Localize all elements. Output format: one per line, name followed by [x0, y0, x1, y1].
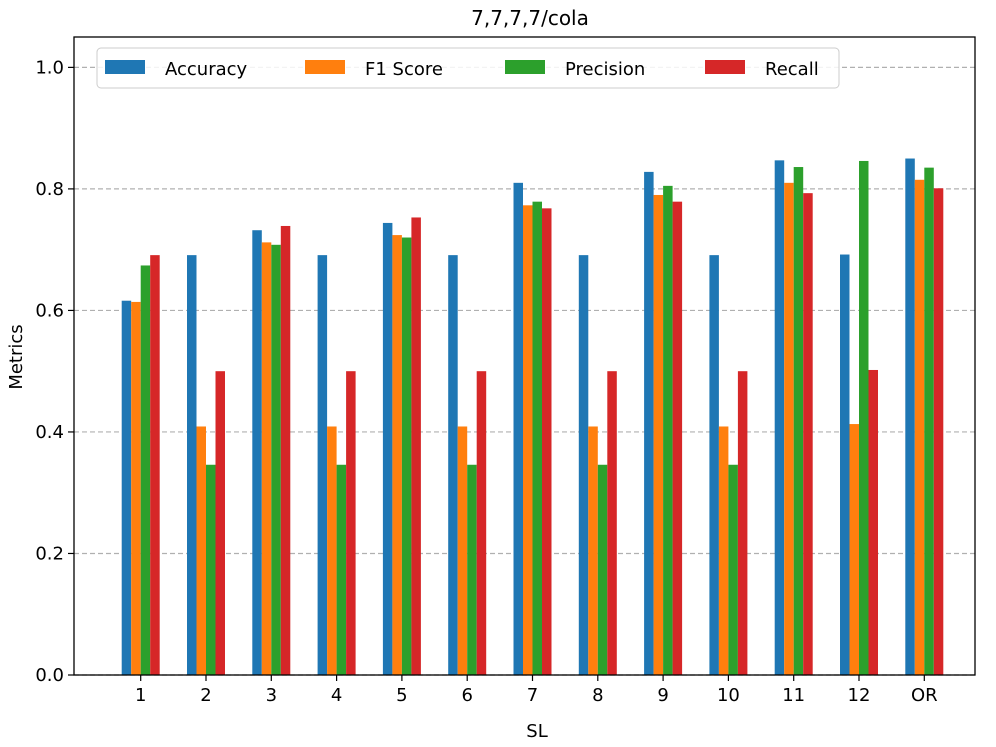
legend-swatch	[305, 60, 345, 74]
bar-accuracy-6	[448, 255, 458, 675]
bar-f1-score-10	[718, 426, 729, 675]
bar-f1-score-1	[131, 301, 141, 675]
bar-recall-2	[215, 371, 225, 675]
bar-f1-score-2	[196, 426, 206, 675]
bar-recall-7	[542, 208, 552, 675]
bar-f1-score-7	[523, 205, 533, 675]
y-tick-label: 0.0	[35, 665, 64, 686]
bar-recall-10	[737, 371, 748, 675]
bar-precision-4	[336, 464, 347, 675]
axes	[73, 36, 976, 676]
x-tick-label: 5	[396, 685, 407, 706]
bar-f1-score-6	[457, 426, 468, 675]
bar-recall-11	[803, 193, 813, 676]
legend-label: Accuracy	[165, 59, 248, 80]
legend-label: Recall	[765, 59, 819, 80]
x-tick-label: 9	[657, 685, 668, 706]
bar-recall-5	[411, 217, 421, 675]
bar-precision-5	[401, 237, 412, 675]
bar-precision-11	[793, 167, 804, 676]
bar-f1-score-8	[588, 426, 598, 675]
x-tick-label: 3	[266, 685, 277, 706]
y-tick-label: 0.2	[35, 543, 64, 564]
bar-recall-8	[607, 371, 617, 675]
x-tick-label: 7	[527, 685, 538, 706]
bar-precision-2	[206, 464, 216, 675]
y-ticks: 0.0 0.2 0.4 0.6 0.8 1.0	[35, 57, 74, 686]
bar-accuracy-7	[513, 182, 523, 676]
y-axis-label: Metrics	[6, 324, 27, 389]
x-tick-label: 6	[461, 685, 472, 706]
bars	[121, 158, 944, 676]
bar-f1-score-9	[653, 194, 664, 675]
y-tick-label: 0.4	[35, 422, 64, 443]
bar-precision-8	[597, 464, 608, 675]
legend-label: F1 Score	[365, 59, 443, 80]
bar-precision-9	[663, 185, 673, 675]
bar-f1-score-4	[327, 426, 337, 675]
bar-precision-12	[859, 160, 869, 675]
x-tick-label: OR	[911, 685, 938, 706]
bar-recall-12	[868, 369, 878, 675]
y-tick-label: 0.6	[35, 300, 64, 321]
bar-recall-4	[346, 371, 356, 675]
bar-precision-or	[924, 167, 934, 675]
bar-accuracy-10	[709, 255, 719, 675]
bar-recall-9	[672, 201, 683, 675]
x-tick-label: 12	[848, 685, 871, 706]
bar-recall-1	[150, 255, 160, 675]
bar-accuracy-4	[317, 255, 328, 675]
x-tick-label: 10	[717, 685, 740, 706]
bar-precision-3	[271, 244, 281, 675]
bar-f1-score-3	[261, 242, 272, 675]
bar-recall-or	[933, 188, 944, 675]
x-ticks: 1 2 3 4 5 6 7 8 9 10 11 12 OR	[135, 675, 938, 706]
bar-f1-score-or	[914, 179, 925, 676]
legend-label: Precision	[565, 59, 645, 80]
bar-accuracy-12	[840, 254, 850, 675]
legend-swatch	[705, 60, 745, 74]
bar-f1-score-5	[392, 235, 402, 676]
y-tick-label: 1.0	[35, 57, 64, 78]
legend-swatch	[105, 60, 145, 74]
bar-recall-6	[476, 371, 487, 675]
bar-accuracy-5	[382, 222, 393, 675]
bar-recall-3	[280, 225, 291, 675]
legend: Accuracy F1 Score Precision Recall	[96, 47, 840, 89]
bar-precision-6	[467, 464, 477, 675]
y-tick-label: 0.8	[35, 179, 64, 200]
x-tick-label: 4	[331, 685, 342, 706]
x-axis-label: SL	[526, 721, 547, 742]
x-tick-label: 1	[135, 685, 146, 706]
bar-precision-10	[728, 464, 738, 675]
bar-accuracy-8	[578, 255, 589, 675]
bar-precision-7	[532, 201, 542, 675]
chart-title: 7,7,7,7/cola	[471, 6, 589, 30]
bar-accuracy-3	[252, 230, 262, 676]
bar-accuracy-2	[187, 255, 197, 675]
bar-precision-1	[140, 265, 151, 675]
bar-accuracy-9	[644, 171, 654, 676]
bar-accuracy-or	[905, 158, 915, 675]
x-tick-label: 8	[592, 685, 603, 706]
legend-box	[96, 47, 840, 89]
x-tick-label: 2	[200, 685, 211, 706]
bar-f1-score-11	[784, 182, 794, 676]
bar-f1-score-12	[849, 424, 859, 675]
x-tick-label: 11	[782, 685, 805, 706]
bar-accuracy-11	[774, 160, 785, 675]
legend-swatch	[505, 60, 545, 74]
plot-frame	[73, 36, 976, 676]
bar-accuracy-1	[121, 300, 132, 675]
